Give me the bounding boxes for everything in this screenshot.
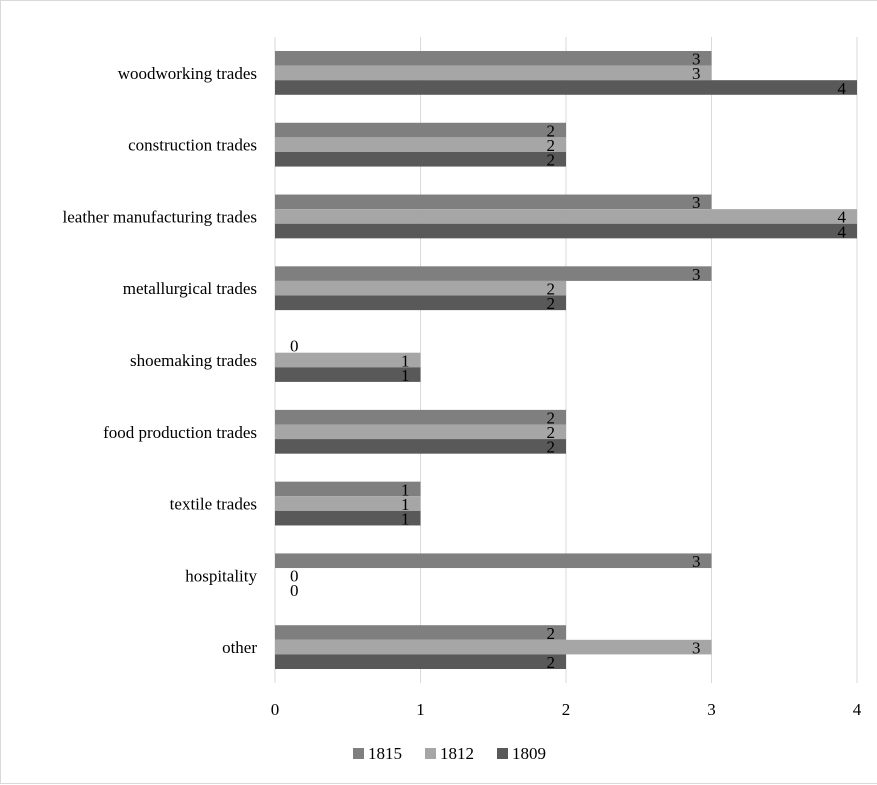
bar-1815 [275, 409, 566, 425]
bar-1815 [275, 194, 712, 210]
data-label: 3 [692, 193, 701, 212]
category-label: shoemaking trades [130, 351, 257, 370]
category-label: woodworking trades [118, 64, 257, 83]
category-label: hospitality [185, 566, 257, 585]
data-label: 1 [401, 495, 410, 514]
data-label: 4 [838, 222, 847, 241]
category-label: food production trades [103, 423, 257, 442]
bar-1809 [275, 654, 566, 670]
bar-1812 [275, 209, 857, 224]
category-label: textile trades [170, 495, 257, 514]
x-tick-label: 4 [853, 700, 862, 719]
data-label: 2 [547, 438, 556, 457]
x-tick-label: 2 [562, 700, 571, 719]
bar-1815 [275, 266, 712, 281]
data-label: 3 [692, 552, 701, 571]
bar-1812 [275, 639, 712, 655]
legend-label-1812: 1812 [440, 744, 474, 763]
data-label: 0 [290, 581, 299, 600]
x-tick-label: 3 [707, 700, 716, 719]
legend-swatch-1809 [497, 748, 508, 759]
bar-1815 [275, 481, 421, 497]
bar-1812 [275, 280, 566, 296]
category-label: metallurgical trades [123, 279, 257, 298]
bar-1815 [275, 50, 712, 66]
data-label: 2 [547, 653, 556, 672]
data-label: 0 [290, 567, 299, 586]
data-label: 2 [547, 151, 556, 170]
bar-1812 [275, 352, 421, 368]
data-label: 2 [547, 624, 556, 643]
bar-1809 [275, 510, 421, 526]
data-label: 3 [692, 638, 701, 657]
bar-1815 [275, 122, 566, 138]
data-label: 2 [547, 423, 556, 442]
bar-1815 [275, 553, 712, 569]
x-tick-label: 0 [271, 700, 280, 719]
bar-1809 [275, 367, 421, 382]
bar-1809 [275, 80, 857, 95]
bar-1809 [275, 295, 566, 311]
data-label: 3 [692, 265, 701, 284]
legend-label-1809: 1809 [512, 744, 546, 763]
category-label: construction trades [128, 136, 257, 155]
bar-1809 [275, 439, 566, 454]
bar-1809 [275, 151, 566, 167]
data-label: 3 [692, 64, 701, 83]
bar-1812 [275, 496, 421, 511]
data-label: 4 [838, 208, 847, 227]
data-label: 2 [547, 280, 556, 299]
data-label: 2 [547, 121, 556, 140]
data-label: 2 [547, 294, 556, 313]
data-label: 1 [401, 351, 410, 370]
data-label: 0 [290, 337, 299, 356]
bar-1812 [275, 424, 566, 440]
bar-1812 [275, 137, 566, 152]
data-label: 1 [401, 366, 410, 385]
data-label: 3 [692, 50, 701, 69]
data-label: 1 [401, 509, 410, 528]
bar-1809 [275, 223, 857, 239]
bar-1812 [275, 65, 712, 81]
category-label: leather manufacturing trades [63, 207, 257, 226]
legend-swatch-1812 [425, 748, 436, 759]
data-label: 2 [547, 408, 556, 427]
legend-label-1815: 1815 [368, 744, 402, 763]
legend-swatch-1815 [353, 748, 364, 759]
category-label: other [222, 638, 257, 657]
x-tick-label: 1 [416, 700, 425, 719]
data-label: 2 [547, 136, 556, 155]
data-label: 1 [401, 480, 410, 499]
data-label: 4 [838, 79, 847, 98]
bar-1815 [275, 625, 566, 640]
